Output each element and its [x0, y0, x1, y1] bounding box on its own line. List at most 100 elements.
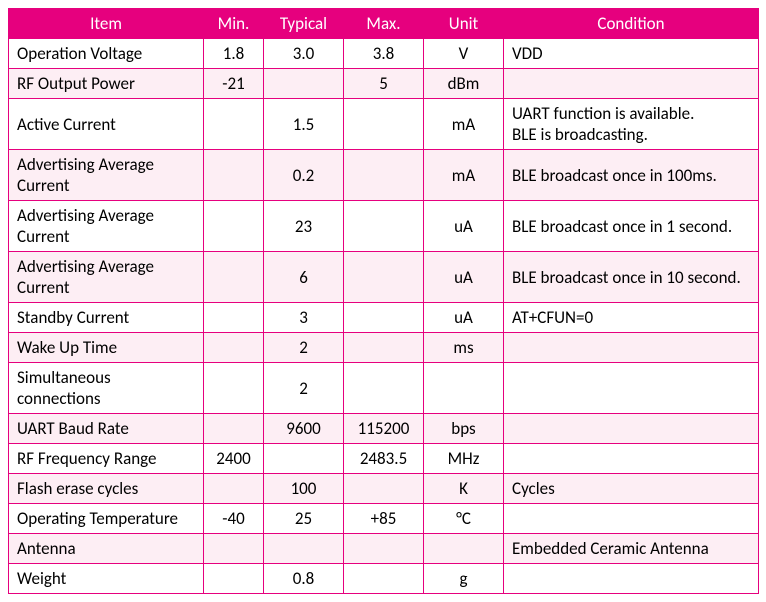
cell-min [204, 414, 264, 444]
table-row: Standby Current 3 uAAT+CFUN=0 [9, 303, 759, 333]
cell-typical: 3 [264, 303, 344, 333]
cell-max [344, 150, 424, 201]
cell-item: Operating Temperature [9, 504, 204, 534]
cell-min [204, 474, 264, 504]
cell-item: Operation Voltage [9, 39, 204, 69]
table-row: Wake Up Time 2 ms [9, 333, 759, 363]
cell-max [344, 564, 424, 594]
cell-condition: Embedded Ceramic Antenna [504, 534, 759, 564]
cell-unit: uA [424, 252, 504, 303]
cell-condition [504, 363, 759, 414]
cell-item: Advertising Average Current [9, 201, 204, 252]
cell-typical: 23 [264, 201, 344, 252]
cell-unit: uA [424, 303, 504, 333]
cell-min [204, 252, 264, 303]
table-row: RF Frequency Range24002483.5MHz [9, 444, 759, 474]
cell-unit [424, 363, 504, 414]
cell-max [344, 99, 424, 150]
cell-condition: BLE broadcast once in 10 second. [504, 252, 759, 303]
table-row: Operation Voltage1.83.03.8VVDD [9, 39, 759, 69]
cell-item: Flash erase cycles [9, 474, 204, 504]
cell-condition [504, 504, 759, 534]
cell-item: RF Output Power [9, 69, 204, 99]
table-row: Advertising Average Current 23 uABLE broad… [9, 201, 759, 252]
cell-max [344, 474, 424, 504]
cell-condition: AT+CFUN=0 [504, 303, 759, 333]
cell-max [344, 303, 424, 333]
cell-unit: mA [424, 150, 504, 201]
cell-min [204, 363, 264, 414]
cell-min: 2400 [204, 444, 264, 474]
cell-min: -40 [204, 504, 264, 534]
cell-typical: 0.8 [264, 564, 344, 594]
cell-min [204, 99, 264, 150]
cell-condition: VDD [504, 39, 759, 69]
cell-condition [504, 69, 759, 99]
cell-unit: mA [424, 99, 504, 150]
cell-condition: BLE broadcast once in 100ms. [504, 150, 759, 201]
cell-min [204, 150, 264, 201]
cell-typical: 25 [264, 504, 344, 534]
cell-min: -21 [204, 69, 264, 99]
cell-max: 115200 [344, 414, 424, 444]
cell-min: 1.8 [204, 39, 264, 69]
col-header-unit: Unit [424, 9, 504, 39]
col-header-condition: Condition [504, 9, 759, 39]
cell-item: Advertising Average Current [9, 150, 204, 201]
cell-item: Advertising Average Current [9, 252, 204, 303]
cell-typical: 0.2 [264, 150, 344, 201]
cell-typical [264, 444, 344, 474]
cell-max [344, 363, 424, 414]
cell-unit: uA [424, 201, 504, 252]
cell-condition [504, 414, 759, 444]
spec-table: Item Min. Typical Max. Unit Condition Op… [8, 8, 759, 594]
cell-typical: 3.0 [264, 39, 344, 69]
cell-unit: ms [424, 333, 504, 363]
cell-min [204, 303, 264, 333]
cell-condition [504, 444, 759, 474]
cell-typical: 6 [264, 252, 344, 303]
cell-item: UART Baud Rate [9, 414, 204, 444]
col-header-min: Min. [204, 9, 264, 39]
cell-typical: 2 [264, 363, 344, 414]
cell-unit: MHz [424, 444, 504, 474]
cell-condition: Cycles [504, 474, 759, 504]
cell-item: Antenna [9, 534, 204, 564]
table-row: Advertising Average Current 0.2 mABLE broa… [9, 150, 759, 201]
table-row: Operating Temperature-4025+85°C [9, 504, 759, 534]
cell-unit: K [424, 474, 504, 504]
cell-max [344, 252, 424, 303]
cell-min [204, 201, 264, 252]
table-header-row: Item Min. Typical Max. Unit Condition [9, 9, 759, 39]
cell-max: 2483.5 [344, 444, 424, 474]
cell-condition: BLE broadcast once in 1 second. [504, 201, 759, 252]
table-row: RF Output Power-215dBm [9, 69, 759, 99]
cell-typical: 2 [264, 333, 344, 363]
cell-item: Weight [9, 564, 204, 594]
cell-item: Wake Up Time [9, 333, 204, 363]
col-header-item: Item [9, 9, 204, 39]
cell-unit [424, 534, 504, 564]
cell-item: Standby Current [9, 303, 204, 333]
cell-typical: 1.5 [264, 99, 344, 150]
cell-typical: 100 [264, 474, 344, 504]
cell-unit: V [424, 39, 504, 69]
cell-max: 3.8 [344, 39, 424, 69]
col-header-max: Max. [344, 9, 424, 39]
cell-typical [264, 534, 344, 564]
cell-max [344, 201, 424, 252]
cell-max [344, 534, 424, 564]
table-row: Weight 0.8 g [9, 564, 759, 594]
cell-max: +85 [344, 504, 424, 534]
spec-table-body: Operation Voltage1.83.03.8VVDDRF Output … [9, 39, 759, 594]
cell-unit: bps [424, 414, 504, 444]
cell-typical [264, 69, 344, 99]
cell-max [344, 333, 424, 363]
table-row: Active Current1.5mAUART function is avai… [9, 99, 759, 150]
cell-typical: 9600 [264, 414, 344, 444]
table-row: Simultaneous connections2 [9, 363, 759, 414]
cell-unit: dBm [424, 69, 504, 99]
table-row: Flash erase cycles 100 KCycles [9, 474, 759, 504]
cell-unit: g [424, 564, 504, 594]
table-row: Advertising Average Current 6 uABLE broadc… [9, 252, 759, 303]
